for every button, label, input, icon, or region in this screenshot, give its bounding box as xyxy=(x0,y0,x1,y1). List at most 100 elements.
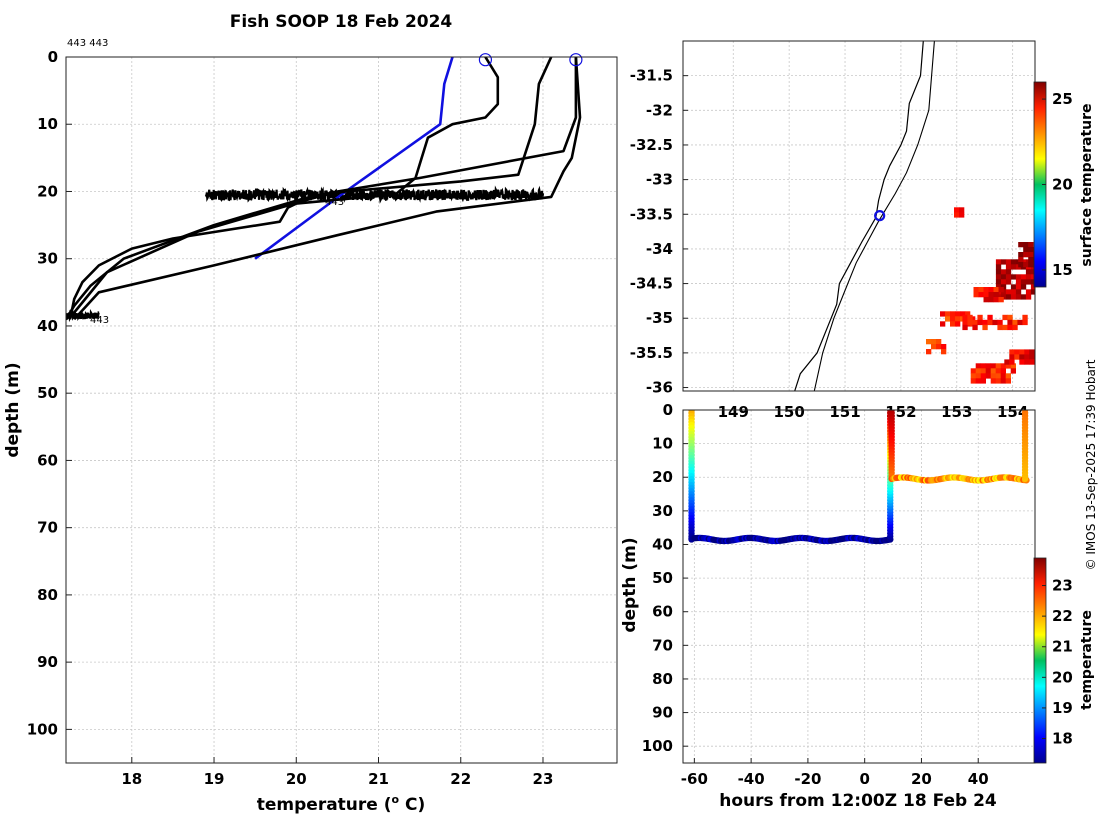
map-sst-cell xyxy=(940,321,946,327)
depth-time-y-tick-label: 70 xyxy=(652,636,673,654)
map-sst-cell xyxy=(1012,319,1018,326)
map-sst-cell xyxy=(993,292,999,298)
map-sst-cell xyxy=(1024,354,1030,360)
profile-y-tick-label: 50 xyxy=(37,384,58,402)
map-sst-cell xyxy=(982,324,988,331)
profile-x-tick-label: 23 xyxy=(533,770,554,788)
profile-line-profile-2 xyxy=(66,57,553,320)
map-sst-cell xyxy=(1029,354,1035,360)
map-sst-cell xyxy=(973,287,979,293)
depth-time-y-tick-label: 10 xyxy=(652,435,673,453)
profile-y-tick-label: 20 xyxy=(37,182,58,200)
map-sst-cell xyxy=(1002,324,1008,331)
map-sst-cell xyxy=(988,287,994,293)
map-sst-cell xyxy=(1010,264,1017,270)
map-sst-cell xyxy=(1015,274,1022,280)
profile-chart-title: Fish SOOP 18 Feb 2024 xyxy=(230,12,453,32)
depth-time-colorbar-tick-label: 22 xyxy=(1052,607,1073,625)
map-sst-cell xyxy=(1025,274,1032,280)
map-y-tick-label: -32 xyxy=(646,101,673,119)
map-sst-cell xyxy=(985,373,991,379)
map-sst-cell xyxy=(959,207,965,213)
map-sst-cell xyxy=(997,324,1003,331)
profile-start-marker xyxy=(569,53,583,67)
map-sst-cell xyxy=(970,373,976,379)
map-sst-cell xyxy=(985,363,991,369)
map-x-tick-label: 149 xyxy=(718,403,749,421)
profile-y-tick-label: 100 xyxy=(27,720,58,738)
depth-time-chart: -60 -40 -20 0 20 40 0 10 20 30 40 50 60 70 80 90 100 ho… xyxy=(620,401,1095,811)
map-sst-cell xyxy=(931,344,937,350)
depth-time-y-tick-label: 50 xyxy=(652,569,673,587)
map-sst-cell xyxy=(1010,284,1017,290)
map-sst-cell xyxy=(955,316,961,322)
map-sst-cell xyxy=(995,264,1002,270)
profile-y-tick-label: 10 xyxy=(37,115,58,133)
profile-x-tick-label: 20 xyxy=(286,770,307,788)
map-sst-cell xyxy=(990,363,996,369)
map-sst-cell xyxy=(982,319,988,326)
map-sst-cell xyxy=(1000,294,1007,300)
profile-start-marker xyxy=(478,53,493,67)
map-sst-cell xyxy=(1015,294,1022,300)
map-sst-cell xyxy=(1020,279,1027,285)
map-sst-cell xyxy=(940,311,946,317)
depth-time-y-tick-label: 20 xyxy=(652,468,673,486)
map-sst-cell xyxy=(995,259,1002,265)
map-colorbar-ticks: 15 20 25 xyxy=(1042,90,1073,279)
map-sst-cell xyxy=(975,373,981,379)
depth-time-points xyxy=(688,410,1030,545)
map-sst-cell xyxy=(1019,359,1025,365)
map-sst-cell xyxy=(959,212,965,218)
depth-time-colorbar-ticks: 18 19 20 21 22 23 xyxy=(1042,577,1073,748)
map-gridlines xyxy=(683,41,1035,391)
profile-y-tick-label: 80 xyxy=(37,586,58,604)
depth-time-y-tick-label: 0 xyxy=(663,401,673,419)
map-sst-cell xyxy=(975,363,981,369)
map-sst-cell xyxy=(962,314,968,321)
depth-time-y-tick-label: 40 xyxy=(652,535,673,553)
map-sst-cell xyxy=(950,316,956,322)
map-sst-cell xyxy=(1018,242,1024,248)
profile-line-profile-1 xyxy=(68,57,500,320)
profile-line-profile-4 xyxy=(73,57,582,321)
map-sst-cell xyxy=(970,368,976,374)
map-sst-cell xyxy=(1030,284,1035,290)
profile-y-ticks: 0 10 20 30 40 50 60 70 80 90 100 xyxy=(27,48,72,738)
map-sst-cell xyxy=(970,378,976,384)
profile-lines xyxy=(66,57,582,321)
profile-x-label-sup: o xyxy=(392,793,400,806)
map-sst-cell xyxy=(1020,294,1027,300)
profile-x-label-main: temperature ( xyxy=(257,795,392,815)
map-sst-cell xyxy=(1014,354,1020,360)
profile-x-label-unit: C) xyxy=(399,795,425,815)
map-sst-cell xyxy=(1022,314,1028,321)
profile-x-axis-label: temperature (o C) xyxy=(257,793,426,815)
map-sst-cell xyxy=(1025,269,1032,275)
map-sst-cell xyxy=(1023,242,1029,248)
map-sst-cell xyxy=(1030,274,1035,280)
map-sst-cell xyxy=(995,274,1002,280)
map-sst-cell xyxy=(1022,319,1028,326)
profile-x-tick-label: 21 xyxy=(368,770,389,788)
map-sst-cell xyxy=(998,297,1004,303)
map-sst-cell xyxy=(990,373,996,379)
map-sst-cell xyxy=(1005,264,1012,270)
map-sst-cell xyxy=(1009,359,1015,365)
map-sst-cell xyxy=(1005,378,1011,384)
map-sst-cell xyxy=(965,311,971,317)
map-sst-cell xyxy=(1010,289,1017,295)
depth-time-y-tick-label: 60 xyxy=(652,603,673,621)
map-sst-cell xyxy=(977,319,983,326)
map-sst-cell xyxy=(1010,274,1017,280)
map-sst-cell xyxy=(962,319,968,326)
map-sst-cell xyxy=(988,297,994,303)
map-sst-cell xyxy=(1005,289,1012,295)
map-sst-cell xyxy=(1000,363,1006,369)
depth-time-gridlines xyxy=(683,409,1035,763)
map-y-tick-label: -33 xyxy=(646,171,673,189)
map-colorbar-tick-label: 25 xyxy=(1052,90,1073,108)
map-sst-cell xyxy=(1025,289,1032,295)
map-colorbar-label: surface temperature xyxy=(1079,103,1095,266)
depth-time-y-ticks: 0 10 20 30 40 50 60 70 80 90 100 xyxy=(642,401,688,755)
